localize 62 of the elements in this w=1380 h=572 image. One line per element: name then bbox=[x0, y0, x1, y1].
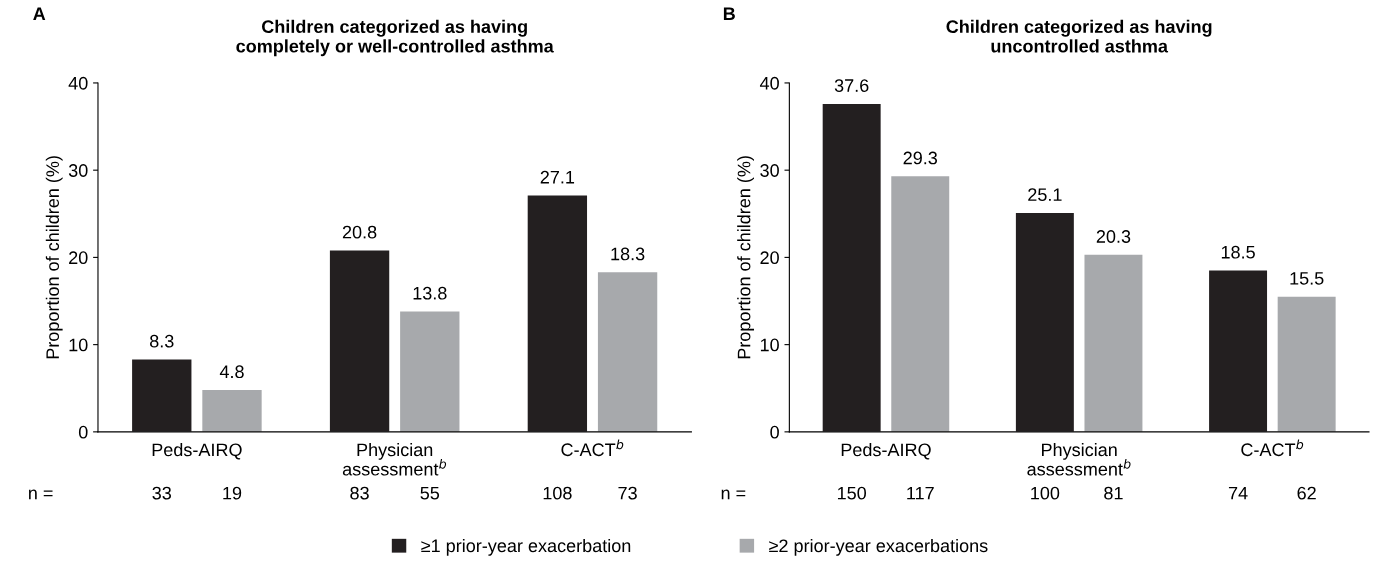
text: B bbox=[723, 7, 735, 20]
data-label: 18.5 bbox=[1221, 245, 1255, 259]
text: 74 bbox=[1228, 486, 1248, 500]
bar bbox=[202, 389, 262, 432]
y-tick-label: 10 bbox=[69, 338, 88, 352]
bar bbox=[1015, 212, 1074, 432]
y-axis-title: Proportion of children (%) bbox=[45, 156, 63, 359]
y-tick-label: 40 bbox=[68, 76, 88, 90]
text: 73 bbox=[618, 486, 637, 500]
data-label: 27.1 bbox=[540, 170, 575, 184]
data-label: 18.3 bbox=[611, 247, 645, 261]
data-label: 20.8 bbox=[342, 225, 377, 239]
x-tick-label: Peds-AIRQ bbox=[841, 442, 931, 460]
text: 150 bbox=[837, 486, 867, 500]
text: 100 bbox=[1031, 486, 1060, 500]
bar bbox=[597, 272, 658, 432]
legend-label: ≥1 prior-year exacerbation bbox=[421, 538, 631, 556]
y-axis-title: Proportion of children (%) bbox=[737, 156, 754, 359]
text: n = bbox=[721, 489, 746, 500]
bar bbox=[1209, 270, 1268, 432]
text: 83 bbox=[350, 486, 369, 500]
data-label: 13.8 bbox=[413, 286, 447, 300]
data-label: 29.3 bbox=[903, 151, 938, 165]
text: 81 bbox=[1104, 486, 1123, 500]
y-tick-label: 40 bbox=[759, 76, 779, 90]
text: 33 bbox=[152, 486, 172, 500]
bar bbox=[329, 250, 390, 432]
data-label: 20.3 bbox=[1096, 230, 1131, 243]
text: A bbox=[33, 7, 46, 20]
bar bbox=[891, 176, 950, 432]
x-tick-label: Physician assessment$^{b}$ bbox=[1027, 442, 1131, 476]
data-label: 37.6 bbox=[834, 79, 869, 92]
text: 117 bbox=[907, 486, 934, 500]
data-label: 8.3 bbox=[150, 334, 174, 348]
data-label: 4.8 bbox=[219, 365, 244, 379]
data-label: 15.5 bbox=[1290, 272, 1324, 285]
bar bbox=[527, 195, 588, 432]
x-tick-label: Physician assessment$^{b}$ bbox=[342, 442, 447, 476]
y-tick-label: 20 bbox=[69, 251, 88, 265]
bar bbox=[400, 311, 460, 432]
bar bbox=[132, 359, 192, 432]
legend-label: ≥2 prior-year exacerbations bbox=[769, 538, 988, 556]
x-tick-label: Peds-AIRQ bbox=[152, 442, 242, 460]
bar bbox=[822, 103, 881, 432]
chart-title: Children categorized as having uncontrolled asthma bbox=[946, 19, 1212, 53]
x-tick-label: C-ACT$^{b}$ bbox=[561, 439, 624, 457]
y-tick-label: 0 bbox=[78, 425, 88, 439]
bar bbox=[1277, 296, 1336, 432]
text: n = bbox=[29, 489, 53, 500]
y-tick-label: 20 bbox=[760, 251, 779, 265]
y-tick-label: 30 bbox=[68, 164, 88, 177]
y-tick-label: 10 bbox=[760, 338, 779, 352]
text: 19 bbox=[223, 486, 242, 500]
text: 62 bbox=[1297, 486, 1316, 500]
text: 108 bbox=[543, 486, 572, 500]
data-label: 25.1 bbox=[1028, 188, 1062, 202]
text: 55 bbox=[420, 486, 440, 500]
chart-title: Children categorized as having completely or well-controlled asthma bbox=[236, 19, 554, 57]
y-tick-label: 0 bbox=[770, 425, 779, 439]
y-tick-label: 30 bbox=[760, 164, 779, 177]
x-tick-label: C-ACT$^{b}$ bbox=[1241, 439, 1304, 457]
bar bbox=[1084, 254, 1143, 432]
